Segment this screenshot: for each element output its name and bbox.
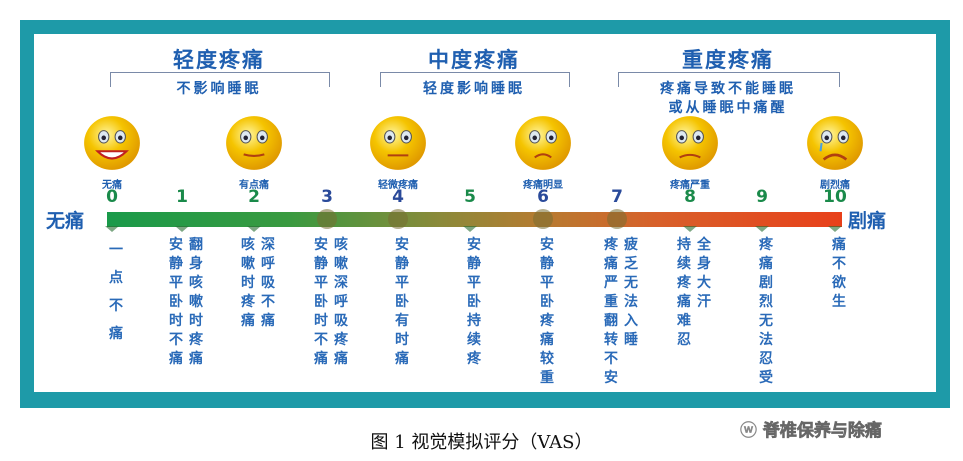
description-column: 安静平卧持续疼 (467, 237, 481, 367)
face-crying-icon (804, 112, 866, 174)
level-title: 轻度疼痛 (173, 48, 265, 72)
tick-description: 疼痛剧烈无法忍受 (758, 236, 775, 388)
description-column: 安静平卧时不痛 (169, 237, 183, 367)
level-subtitle: 轻度影响睡眠 (423, 81, 525, 97)
tick-number: 10 (823, 187, 847, 207)
tick-marker-triangle (828, 226, 842, 232)
tick-description: 持续疼痛难忍 全身大汗 (676, 236, 713, 350)
tick-number: 8 (684, 187, 696, 207)
description-column: 深呼吸不痛 (261, 237, 275, 329)
description-column: 痛不欲生 (832, 237, 846, 310)
start-label: 无痛 (46, 210, 85, 232)
description-column: 持续疼痛难忍 (677, 237, 691, 348)
tick-number: 3 (321, 187, 333, 207)
face-neutral-icon (367, 112, 429, 174)
face-label: 轻微疼痛 (378, 180, 418, 191)
tick-description: 一点不痛 (108, 236, 125, 348)
tick-description: 咳嗽时疼痛 深呼吸不痛 (240, 236, 277, 331)
tick-number: 2 (248, 187, 260, 207)
tick-number: 5 (464, 187, 476, 207)
tick-number: 1 (176, 187, 188, 207)
end-label: 剧痛 (848, 210, 887, 232)
face-happy-icon (81, 112, 143, 174)
watermark: ⓦ 脊椎保养与除痛 (740, 416, 883, 442)
description-column: 翻身咳嗽时疼痛 (189, 237, 203, 367)
level-title: 中度疼痛 (428, 48, 520, 72)
face-very-sad-icon (659, 112, 721, 174)
tick-description: 痛不欲生 (831, 236, 848, 312)
pain-scale-bar (107, 212, 842, 227)
description-column: 疼痛严重翻转不安 (604, 237, 618, 386)
face-label: 有点痛 (239, 180, 269, 191)
face-sad-icon (512, 112, 574, 174)
tick-description: 安静平卧持续疼 (466, 236, 483, 369)
wechat-icon: ⓦ (740, 421, 757, 441)
tick-marker-triangle (175, 226, 189, 232)
level-subtitle: 疼痛导致不能睡眠 或从睡眠中痛醒 (660, 81, 796, 116)
tick-marker-triangle (683, 226, 697, 232)
tick-number: 7 (611, 187, 623, 207)
level-bracket (380, 72, 570, 87)
level-bracket (110, 72, 330, 87)
description-column: 安静平卧疼痛较重 (540, 237, 554, 386)
level-bracket (618, 72, 840, 87)
tick-description: 安静平卧时不痛 咳嗽深呼吸疼痛 (313, 236, 350, 369)
description-column: 咳嗽时疼痛 (241, 237, 255, 329)
description-column: 疼痛剧烈无法忍受 (759, 237, 773, 386)
face-label: 无痛 (102, 180, 122, 191)
description-column: 疲乏无法入睡 (624, 237, 638, 348)
tick-number: 9 (756, 187, 768, 207)
face-label: 疼痛明显 (523, 180, 563, 191)
tick-marker-triangle (463, 226, 477, 232)
tick-marker-circle (317, 209, 337, 229)
tick-description: 疼痛严重翻转不安 疲乏无法入睡 (603, 236, 640, 388)
watermark-text: 脊椎保养与除痛 (762, 421, 883, 442)
face-slight-icon (223, 112, 285, 174)
tick-marker-triangle (105, 226, 119, 232)
description-column: 安静平卧有时痛 (395, 237, 409, 367)
tick-description: 安静平卧时不痛 翻身咳嗽时疼痛 (168, 236, 205, 369)
level-subtitle: 不影响睡眠 (176, 81, 262, 97)
tick-number: 4 (392, 187, 404, 207)
tick-number: 6 (537, 187, 549, 207)
tick-marker-circle (533, 209, 553, 229)
description-column: 咳嗽深呼吸疼痛 (334, 237, 348, 367)
tick-marker-triangle (247, 226, 261, 232)
level-title: 重度疼痛 (682, 48, 774, 72)
face-label: 剧烈痛 (820, 180, 850, 191)
tick-marker-circle (607, 209, 627, 229)
tick-description: 安静平卧有时痛 (394, 236, 411, 369)
caption: 图 1 视觉模拟评分（VAS） (370, 432, 593, 453)
tick-marker-circle (388, 209, 408, 229)
tick-number: 0 (106, 187, 118, 207)
tick-description: 安静平卧疼痛较重 (539, 236, 556, 388)
face-label: 疼痛严重 (670, 180, 710, 191)
description-column: 全身大汗 (697, 237, 711, 310)
tick-marker-triangle (755, 226, 769, 232)
description-column: 安静平卧时不痛 (314, 237, 328, 367)
description-column: 一点不痛 (109, 242, 123, 342)
